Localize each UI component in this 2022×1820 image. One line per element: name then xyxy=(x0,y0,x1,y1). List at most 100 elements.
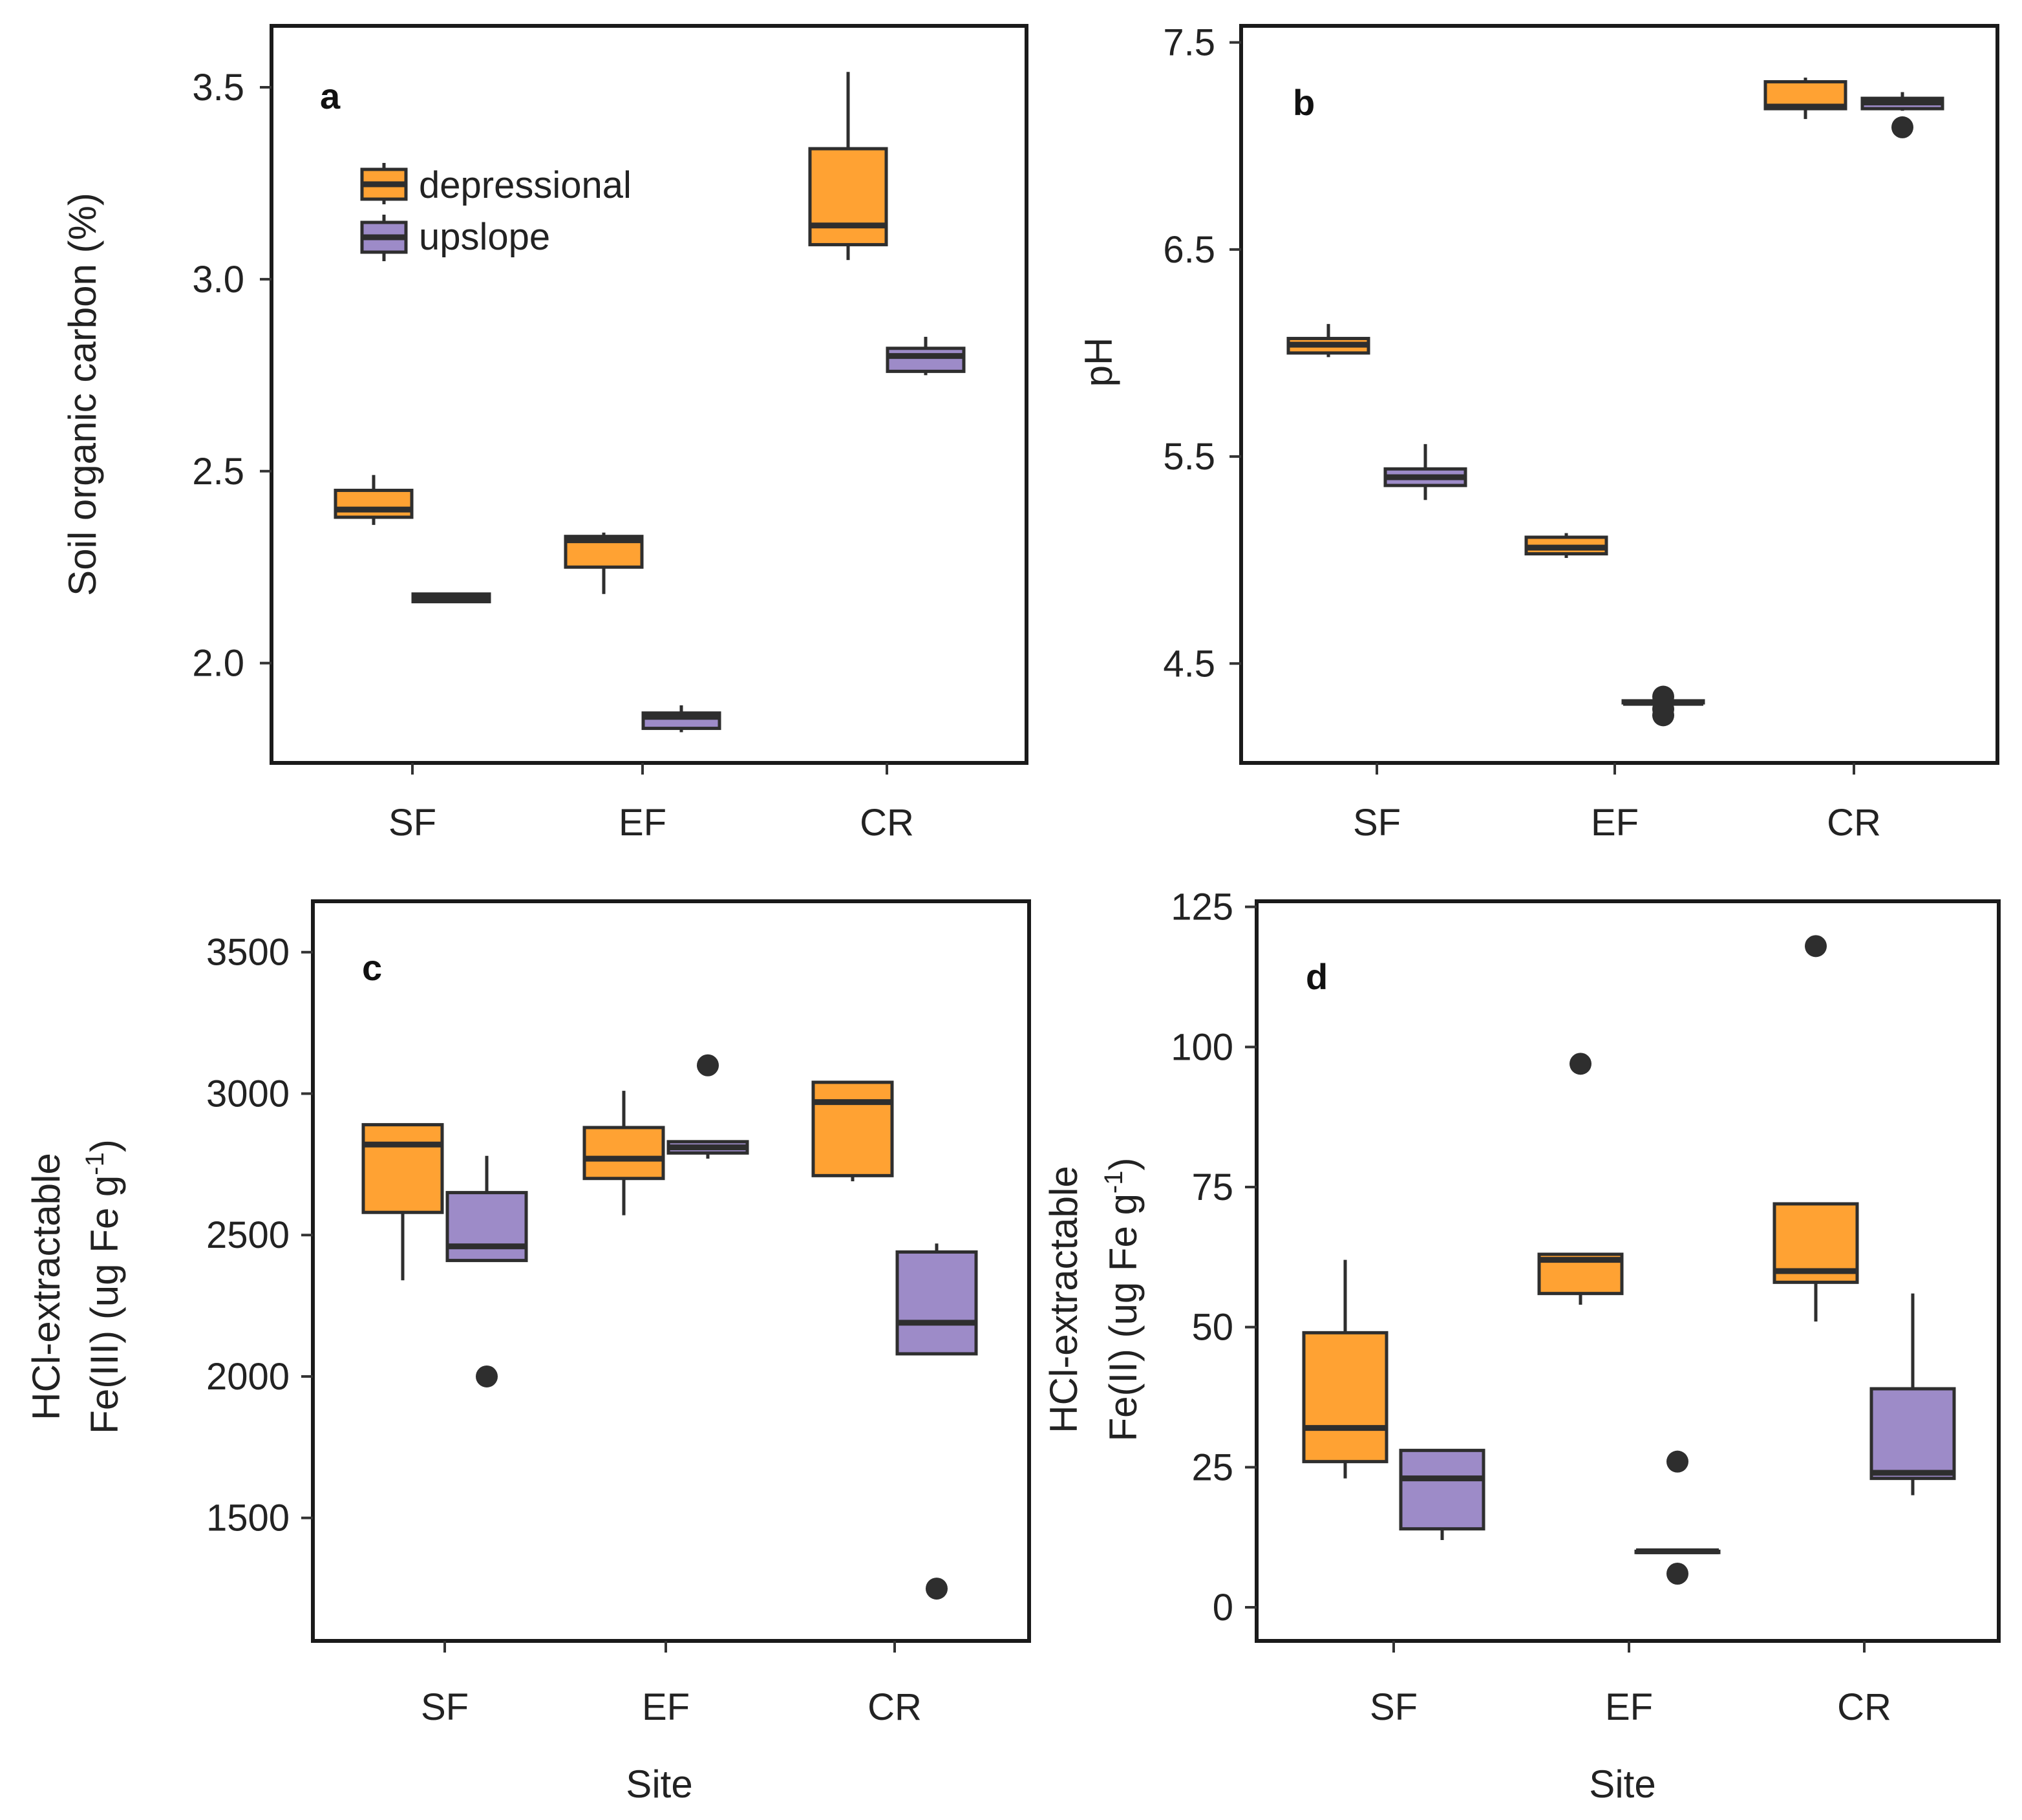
panel-a-box-depressional-ef xyxy=(564,532,644,594)
panel-c-box-depressional-ef xyxy=(582,1091,665,1215)
panel-c-box-upslope-sf xyxy=(445,1155,528,1387)
panel-d-box-upslope-sf xyxy=(1399,1448,1485,1540)
panel-a-box-depressional-sf xyxy=(334,475,414,525)
legend-upslope-label: upslope xyxy=(419,216,550,258)
box-iqr xyxy=(361,1123,444,1214)
panel-c-boxes xyxy=(361,1054,978,1600)
panel-a-box-upslope-sf xyxy=(411,592,491,604)
panel-d-x-axis: SF EF CR xyxy=(1370,1641,1891,1728)
panel-d-letter: d xyxy=(1306,956,1328,997)
panel-c-y-title-exponent: -1 xyxy=(81,1152,109,1175)
panel-c-y-tick-label: 2500 xyxy=(206,1214,290,1256)
panel-d-y-title-line1: HCl-extractable xyxy=(1042,1166,1085,1433)
outlier-point xyxy=(476,1365,498,1387)
panel-c-y-title-line1: HCl-extractable xyxy=(25,1153,68,1420)
panel-a-y-axis: 2.0 2.5 3.0 3.5 xyxy=(192,67,271,685)
panel-b-box-depressional-cr xyxy=(1763,78,1847,120)
panel-a-box-upslope-cr xyxy=(886,336,966,376)
panel-b-box-upslope-cr xyxy=(1860,92,1944,138)
box-iqr xyxy=(895,1250,978,1356)
panel-a-boxes xyxy=(334,72,966,733)
panel-c-y-title-close: ) xyxy=(83,1139,126,1152)
panel-a-x-axis: SF EF CR xyxy=(388,763,914,844)
panel-c-y-tick-label: 1500 xyxy=(206,1497,290,1539)
panel-a-y-tick-label: 2.5 xyxy=(192,451,244,493)
panel-a-letter: a xyxy=(320,76,341,116)
panel-b-y-axis: 4.5 5.5 6.5 7.5 xyxy=(1163,22,1241,685)
panel-a-box-depressional-cr xyxy=(808,72,888,261)
panel-d-box-upslope-ef xyxy=(1634,1450,1721,1585)
panel-d-x-title: Site xyxy=(1589,1762,1655,1806)
outlier-point xyxy=(1805,935,1827,958)
outlier-point xyxy=(1652,685,1674,708)
panel-d: 0 25 50 75 100 125 SF EF CR d HCl-extractable F… xyxy=(1042,886,2001,1806)
panel-c-y-title-unit: Fe(III) (ug Fe g xyxy=(83,1175,126,1434)
box-iqr xyxy=(1302,1331,1389,1464)
outlier-point xyxy=(697,1054,719,1076)
panel-d-box-depressional-sf xyxy=(1302,1259,1389,1479)
panel-b-y-title: pH xyxy=(1077,337,1120,387)
legend: depressional upslope xyxy=(360,163,632,261)
legend-item-depressional: depressional xyxy=(360,163,632,206)
panel-b-x-axis: SF EF CR xyxy=(1353,763,1881,844)
panel-c-x-tick-label-cr: CR xyxy=(867,1686,922,1728)
panel-d-y-title: HCl-extractable Fe(II) (ug Fe g-1) xyxy=(1042,1158,1145,1442)
panel-d-boxes xyxy=(1302,935,1956,1585)
panel-c-y-title: HCl-extractable Fe(III) (ug Fe g-1) xyxy=(25,1139,126,1434)
panel-b-y-tick-label: 7.5 xyxy=(1163,22,1215,64)
outlier-point xyxy=(1666,1563,1688,1585)
panel-d-y-title-line2: Fe(II) (ug Fe g-1) xyxy=(1100,1158,1145,1442)
outlier-point xyxy=(1891,116,1913,138)
outlier-point xyxy=(1666,1450,1688,1473)
panel-a-plot-area xyxy=(270,24,1028,765)
panel-b-box-upslope-sf xyxy=(1383,444,1467,500)
box-iqr xyxy=(808,147,888,246)
panel-d-x-tick-label-sf: SF xyxy=(1370,1686,1418,1728)
panel-a-y-tick-label: 3.0 xyxy=(192,259,244,301)
panel-c-box-upslope-cr xyxy=(895,1243,978,1600)
legend-depressional-label: depressional xyxy=(419,164,632,206)
outlier-point xyxy=(926,1578,948,1600)
panel-d-y-tick-label: 100 xyxy=(1171,1026,1233,1068)
panel-b-x-tick-label-ef: EF xyxy=(1591,802,1639,844)
panel-b-plot-area xyxy=(1239,24,1999,765)
panel-d-plot-area xyxy=(1255,899,2001,1643)
panel-a-x-tick-label-ef: EF xyxy=(619,802,666,844)
panel-b-box-depressional-sf xyxy=(1286,324,1370,358)
panel-d-y-tick-label: 75 xyxy=(1191,1166,1233,1208)
panel-b-x-tick-label-cr: CR xyxy=(1827,802,1881,844)
panel-b-letter: b xyxy=(1293,82,1315,123)
panel-a-box-upslope-ef xyxy=(641,705,721,733)
panel-d-y-axis: 0 25 50 75 100 125 xyxy=(1171,886,1257,1629)
panel-d-box-upslope-cr xyxy=(1869,1293,1956,1495)
panel-d-box-depressional-cr xyxy=(1772,935,1859,1322)
panel-a-x-tick-label-cr: CR xyxy=(860,802,914,844)
panel-d-y-title-close: ) xyxy=(1101,1158,1145,1171)
panel-c-x-tick-label-sf: SF xyxy=(421,1686,469,1728)
legend-item-upslope: upslope xyxy=(360,215,550,261)
panel-c-y-title-line2: Fe(III) (ug Fe g-1) xyxy=(81,1139,126,1434)
panel-b: 4.5 5.5 6.5 7.5 SF EF CR b pH xyxy=(1077,22,1999,844)
outlier-point xyxy=(1570,1053,1591,1075)
panel-d-box-depressional-ef xyxy=(1537,1053,1624,1305)
panel-c-y-axis: 1500 2000 2500 3000 3500 xyxy=(206,932,313,1539)
panel-d-y-title-unit: Fe(II) (ug Fe g xyxy=(1101,1194,1145,1441)
panel-a-y-tick-label: 2.0 xyxy=(192,643,244,685)
box-iqr xyxy=(445,1191,528,1263)
panel-b-y-tick-label: 4.5 xyxy=(1163,643,1215,685)
panel-a: 2.0 2.5 3.0 3.5 SF EF CR a Soil organic carbo… xyxy=(61,24,1028,844)
panel-c-x-tick-label-ef: EF xyxy=(642,1686,690,1728)
panel-b-box-depressional-ef xyxy=(1524,533,1608,558)
panel-b-boxes xyxy=(1286,78,1944,727)
panel-c: 1500 2000 2500 3000 3500 SF EF CR c HCl-extrac… xyxy=(25,899,1031,1806)
panel-c-y-tick-label: 3500 xyxy=(206,932,290,974)
panel-b-y-tick-label: 6.5 xyxy=(1163,229,1215,271)
panel-c-y-tick-label: 3000 xyxy=(206,1073,290,1115)
panel-c-box-depressional-sf xyxy=(361,1123,444,1281)
panel-d-y-tick-label: 25 xyxy=(1191,1446,1233,1488)
panel-d-y-title-exponent: -1 xyxy=(1100,1170,1128,1194)
panel-d-y-tick-label: 125 xyxy=(1171,886,1233,928)
panel-b-box-upslope-ef xyxy=(1621,685,1705,727)
